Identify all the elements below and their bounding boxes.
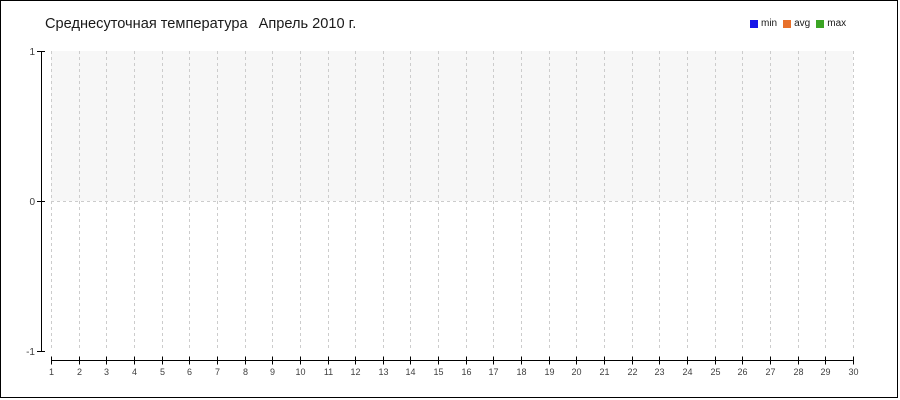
svg-text:17: 17 [488,367,498,377]
svg-text:12: 12 [350,367,360,377]
svg-text:14: 14 [405,367,415,377]
svg-text:1: 1 [49,367,54,377]
svg-text:4: 4 [132,367,137,377]
svg-text:0: 0 [29,197,35,208]
svg-text:24: 24 [682,367,692,377]
svg-text:10: 10 [295,367,305,377]
svg-text:25: 25 [710,367,720,377]
svg-text:11: 11 [324,367,333,377]
svg-text:21: 21 [599,367,609,377]
svg-text:30: 30 [848,367,858,377]
svg-text:-1: -1 [26,347,35,358]
svg-text:9: 9 [270,367,275,377]
svg-text:5: 5 [160,367,165,377]
svg-text:16: 16 [461,367,471,377]
svg-text:19: 19 [544,367,554,377]
svg-text:26: 26 [737,367,747,377]
svg-text:7: 7 [215,367,220,377]
svg-text:27: 27 [765,367,775,377]
svg-text:20: 20 [571,367,581,377]
svg-text:1: 1 [29,47,35,58]
svg-text:29: 29 [820,367,830,377]
svg-text:8: 8 [243,367,248,377]
svg-text:23: 23 [654,367,664,377]
svg-text:6: 6 [187,367,192,377]
svg-text:15: 15 [433,367,443,377]
svg-text:22: 22 [627,367,637,377]
svg-text:3: 3 [104,367,109,377]
svg-text:28: 28 [793,367,803,377]
svg-text:13: 13 [378,367,388,377]
svg-text:2: 2 [77,367,82,377]
svg-text:18: 18 [516,367,526,377]
